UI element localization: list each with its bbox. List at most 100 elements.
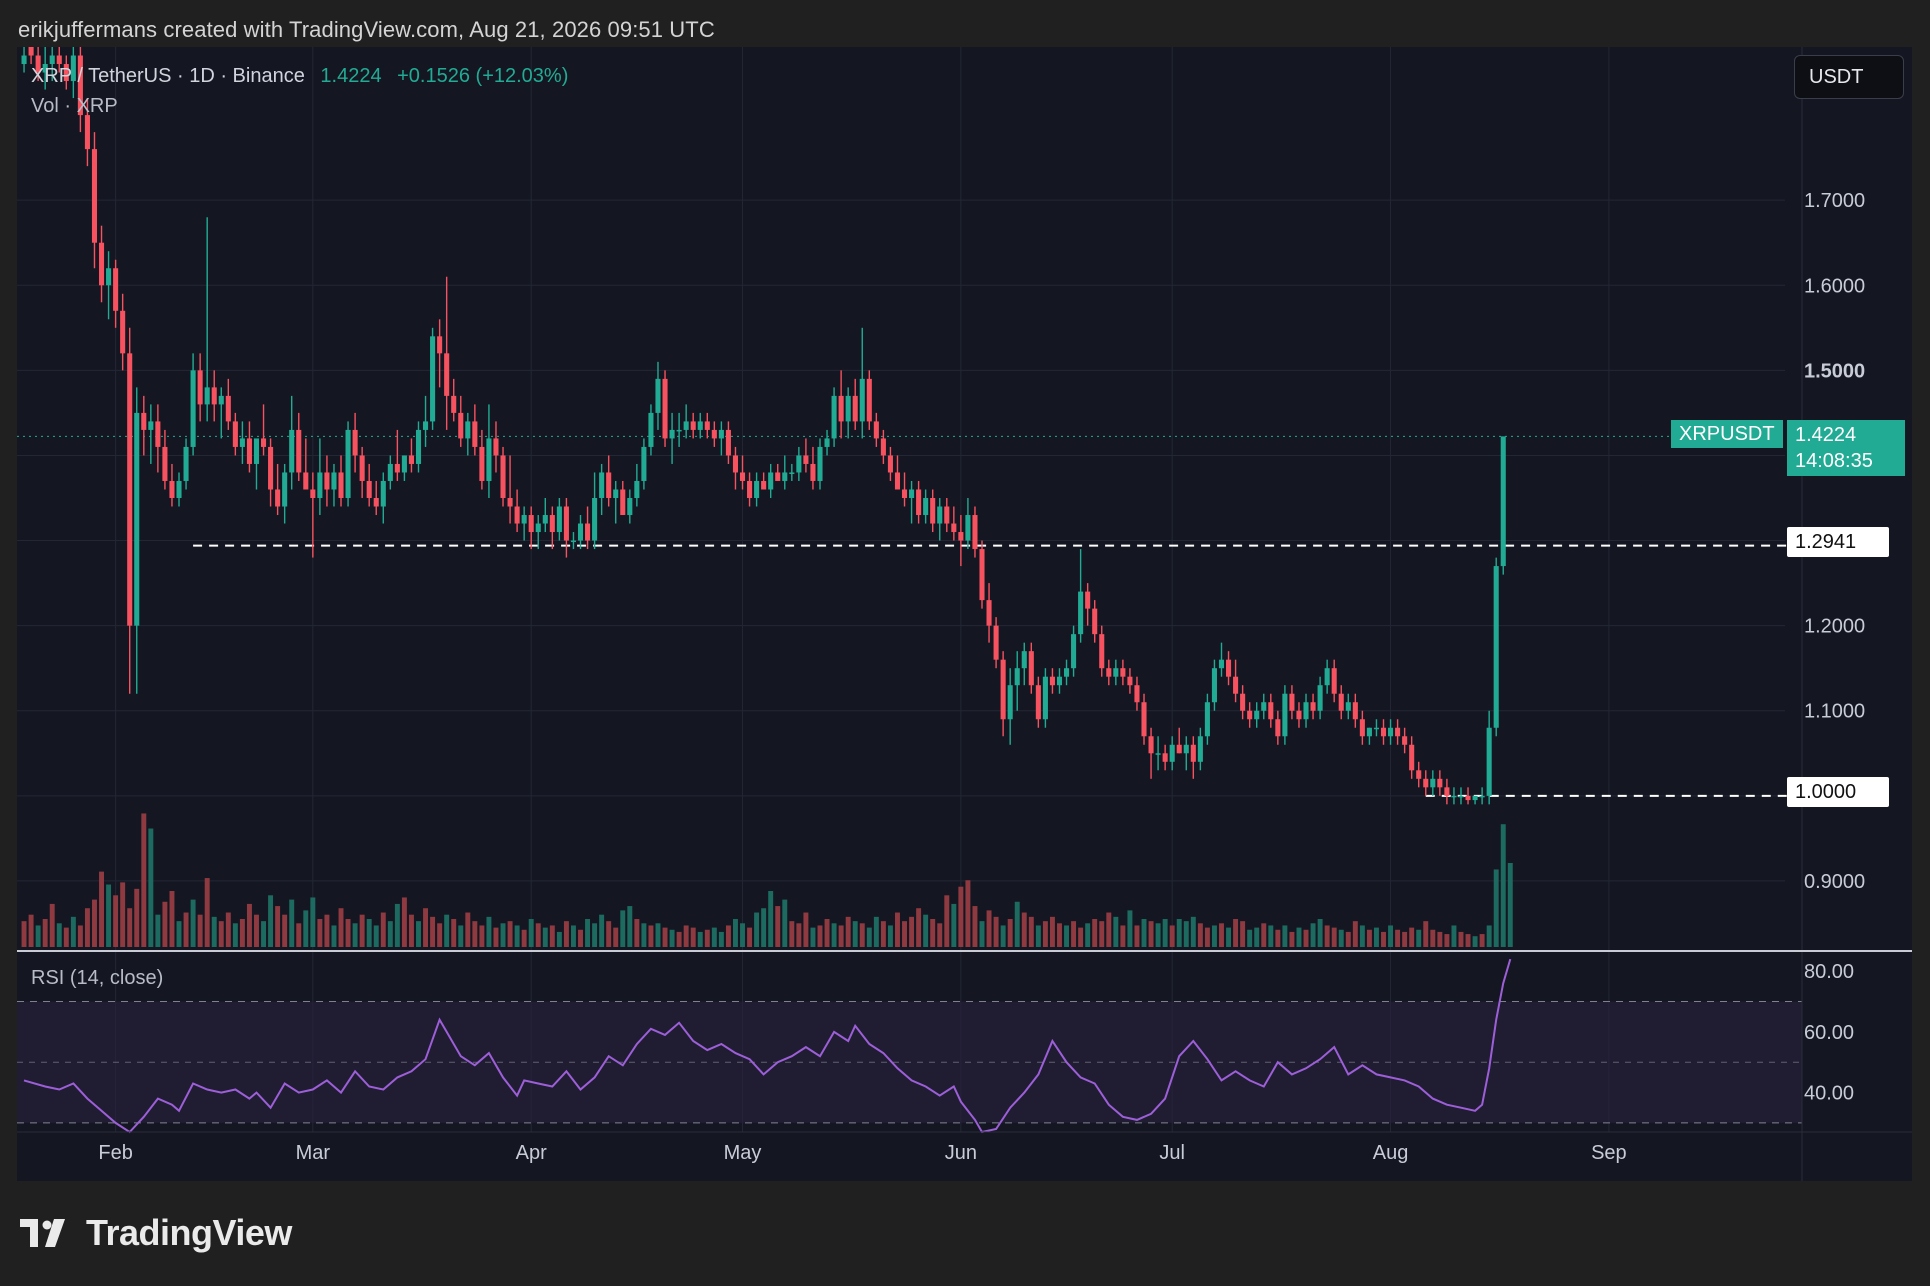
x-tick-label: Apr — [516, 1142, 547, 1164]
volume-bar — [317, 919, 323, 947]
candle-body — [1162, 753, 1168, 762]
volume-bar — [310, 897, 316, 947]
x-tick-label: Aug — [1373, 1142, 1409, 1164]
volume-bar — [373, 925, 379, 947]
candle-body — [1289, 693, 1295, 711]
volume-bar — [296, 923, 302, 947]
candle-body — [648, 412, 654, 447]
candle-body — [838, 395, 844, 422]
candle-body — [1056, 676, 1063, 686]
candle-body — [260, 438, 267, 447]
volume-bar — [662, 927, 668, 947]
candle-body — [669, 429, 675, 439]
candle-body — [916, 489, 922, 516]
tradingview-logo[interactable]: TradingView — [20, 1212, 292, 1254]
candle-body — [253, 438, 260, 464]
candle-body — [1493, 566, 1499, 728]
candle-body — [1416, 770, 1422, 779]
candle-body — [1141, 702, 1147, 737]
candle-body — [387, 463, 393, 481]
candle-body — [993, 625, 999, 660]
candle-body — [725, 429, 731, 456]
candle-body — [1472, 795, 1478, 801]
volume-bar — [810, 927, 816, 947]
candle-body — [430, 336, 436, 422]
tradingview-logo-icon — [20, 1219, 65, 1247]
candle-body — [113, 268, 119, 311]
volume-bar — [190, 899, 196, 947]
candle-body — [1218, 659, 1225, 669]
volume-bar — [218, 921, 224, 947]
volume-bar — [63, 927, 69, 947]
volume-bar — [1282, 925, 1288, 947]
candle-body — [148, 421, 154, 430]
volume-bar — [880, 921, 886, 947]
candle-body — [1204, 702, 1210, 737]
x-tick-label: Feb — [98, 1142, 132, 1164]
volume-bar — [740, 923, 745, 947]
candle-body — [627, 498, 633, 516]
candle-body — [739, 472, 746, 481]
candle-body — [197, 370, 203, 405]
candles — [21, 47, 1506, 805]
volume-bar — [627, 906, 633, 947]
volume-bar — [324, 914, 330, 947]
price-chart-svg[interactable]: Feb Mar Apr May Jun Jul Aug Sep 0.9000 1.0000 1.10… — [17, 47, 1912, 1181]
candle-body — [401, 455, 407, 473]
volume-bar — [824, 919, 830, 947]
volume-bar — [42, 919, 48, 947]
candle-body — [965, 515, 971, 541]
candle-body — [1500, 436, 1506, 567]
candle-body — [549, 515, 555, 533]
level-tag-lower[interactable]: 1.0000 — [1787, 777, 1889, 807]
candle-body — [606, 472, 612, 498]
volume-bar — [641, 923, 647, 947]
candle-body — [1268, 702, 1274, 720]
volume-bar — [599, 914, 605, 947]
volume-bar — [394, 903, 400, 947]
candle-body — [1049, 676, 1055, 686]
volume-bar — [1092, 919, 1098, 947]
volume-bar — [796, 923, 802, 947]
volume-bar — [895, 912, 900, 947]
volume-bar — [1113, 916, 1119, 947]
candle-body — [704, 421, 710, 430]
candle-body — [472, 421, 478, 447]
volume-bar — [437, 923, 443, 947]
volume-bar — [1381, 931, 1386, 947]
volume-bar — [141, 813, 147, 947]
volume-bar — [803, 912, 809, 947]
currency-button[interactable]: USDT — [1794, 55, 1904, 99]
candle-body — [768, 472, 774, 490]
volume-bar — [275, 906, 281, 947]
volume-bar — [620, 910, 626, 947]
candle-body — [465, 421, 471, 439]
volume-bar — [1261, 923, 1267, 947]
horizontal-levels — [17, 435, 1802, 797]
candle-body — [1303, 702, 1309, 720]
volume-bar — [613, 927, 619, 947]
volume-bar — [514, 925, 520, 947]
candle-body — [507, 498, 513, 507]
volume-bar — [359, 914, 365, 947]
candle-body — [141, 412, 147, 430]
x-tick-label: Mar — [296, 1142, 331, 1164]
x-tick-label: May — [724, 1142, 762, 1164]
candle-body — [282, 472, 288, 507]
volume-bar — [282, 914, 288, 947]
candle-body — [1331, 668, 1337, 694]
volume-bar — [676, 931, 682, 947]
candle-body — [718, 429, 724, 439]
volume-bar — [500, 923, 506, 947]
volume-bar — [697, 931, 703, 947]
volume-bar — [1042, 921, 1048, 947]
volume-bar — [1240, 921, 1246, 947]
volume-bar — [1197, 923, 1203, 947]
volume-bar — [345, 919, 351, 947]
candle-body — [338, 472, 344, 498]
chart-panel[interactable]: Feb Mar Apr May Jun Jul Aug Sep 0.9000 1.0000 1.10… — [17, 47, 1912, 1181]
candle-body — [49, 55, 55, 65]
volume-bar — [549, 925, 555, 947]
volume-bar — [887, 925, 893, 947]
level-tag-upper[interactable]: 1.2941 — [1787, 527, 1889, 557]
